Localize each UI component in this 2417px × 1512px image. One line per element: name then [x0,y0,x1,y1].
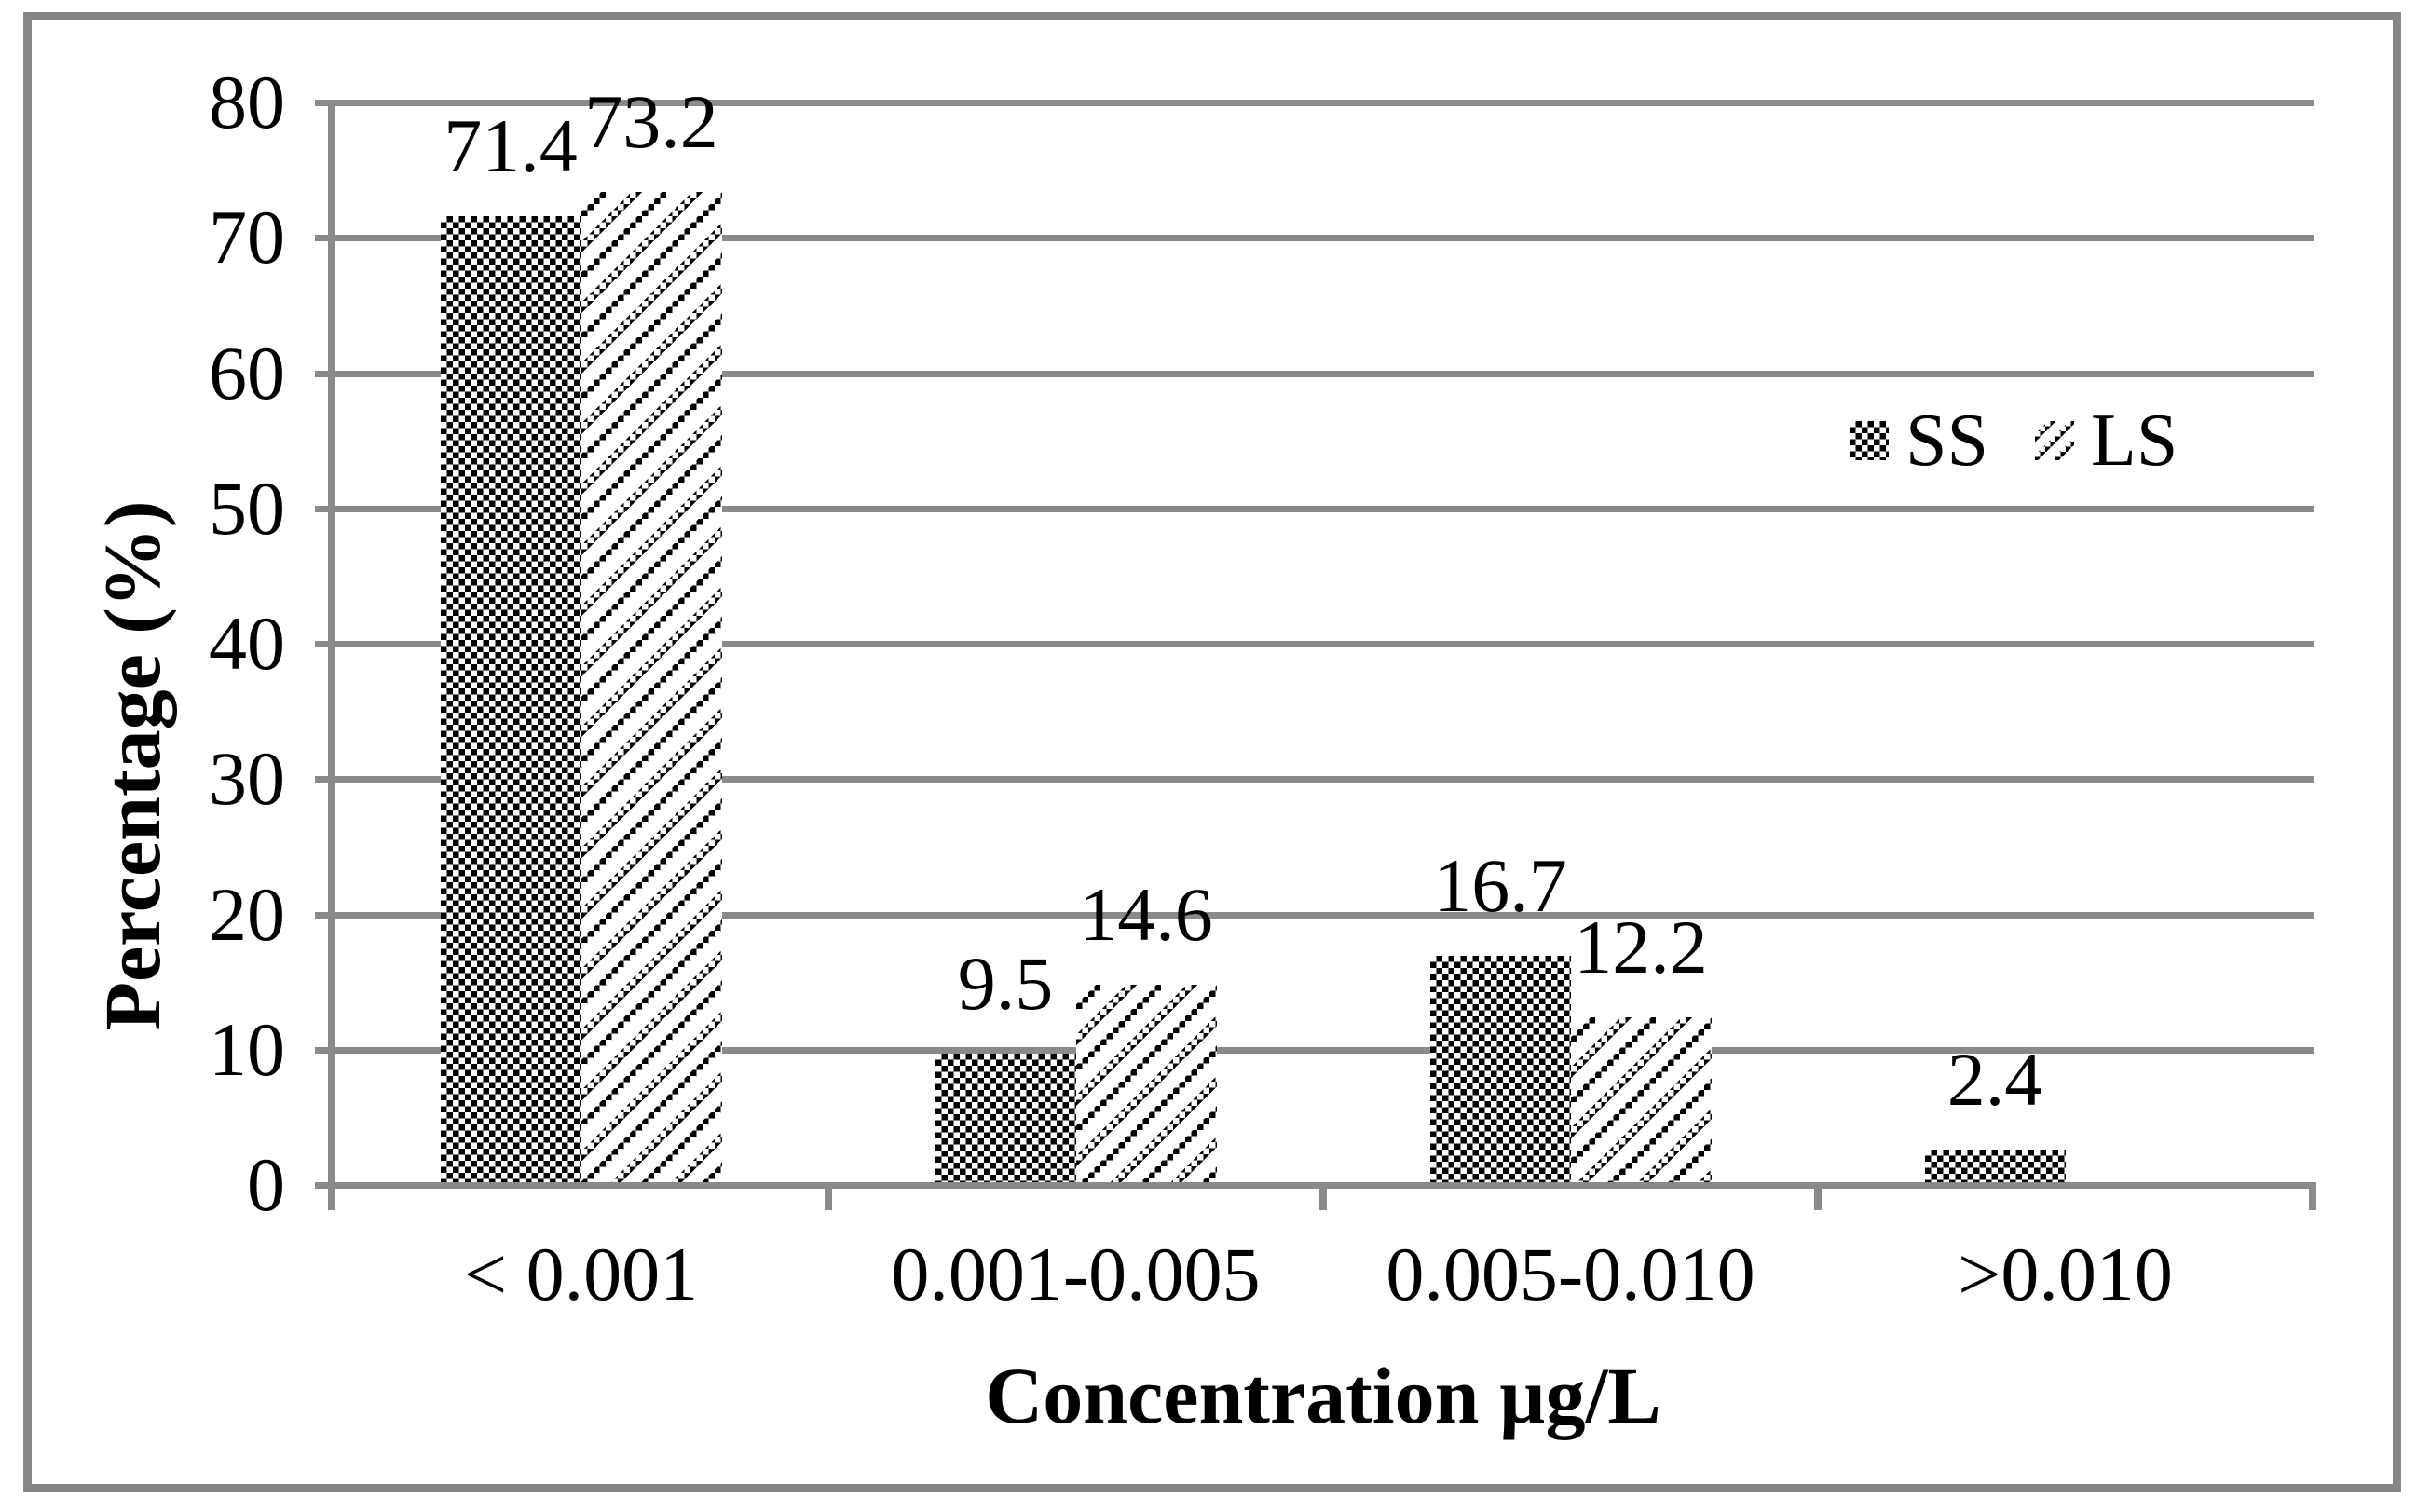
gridline [315,100,2314,106]
y-axis-tick-label: 0 [247,1142,285,1227]
legend-swatch-ss-checkerboard-icon [1850,421,1889,460]
gridline [315,912,2314,919]
legend-label-ls: LS [2090,400,2178,482]
y-axis-tick-label: 70 [209,195,285,279]
y-axis-tick-label: 50 [209,466,285,551]
data-label-ls: 12.2 [1574,905,1708,989]
data-label-ls: 73.2 [584,79,718,164]
y-axis-tick-label: 80 [209,60,285,144]
gridline [315,371,2314,377]
y-axis-tick-label: 30 [209,736,285,821]
x-axis-title: Concentration µg/L [985,1351,1661,1440]
x-axis-tick-mark [1319,1182,1327,1210]
x-axis-line [315,1182,2314,1189]
bar-ls-< 0.001 [581,192,722,1182]
legend-swatch-ls-stripes-icon [2034,421,2074,460]
data-label-ss: 16.7 [1433,843,1567,928]
bar-ls-0.001-0.005 [1076,985,1217,1182]
gridline [315,776,2314,783]
data-label-ls: 14.6 [1079,872,1213,957]
x-axis-tick-mark [1814,1182,1822,1210]
gridline [315,641,2314,647]
y-axis-line [328,100,335,1210]
gridline [315,506,2314,512]
legend-label-ss: SS [1905,400,1988,482]
chart-outer-border [23,12,2401,1492]
x-axis-tick-mark [825,1182,832,1210]
y-axis-tick-label: 10 [209,1007,285,1092]
bar-ss-< 0.001 [441,216,581,1182]
data-label-ss: 9.5 [957,941,1054,1026]
data-label-ss: 71.4 [444,103,578,188]
x-axis-category-label: 0.001-0.005 [891,1232,1261,1316]
legend: SS LS [1850,400,2178,482]
bar-ls-0.005-0.010 [1571,1017,1712,1182]
gridline [315,1047,2314,1054]
y-axis-tick-label: 60 [209,331,285,415]
gridline [315,235,2314,241]
data-label-ss: 2.4 [1946,1037,2043,1122]
y-axis-tick-label: 40 [209,601,285,686]
x-axis-category-label: < 0.001 [463,1232,699,1316]
bar-ss->0.010 [1925,1150,2066,1182]
y-axis-tick-label: 20 [209,872,285,957]
x-axis-tick-mark [2309,1182,2316,1210]
bar-ss-0.001-0.005 [935,1054,1076,1182]
bar-ss-0.005-0.010 [1430,956,1571,1182]
x-axis-category-label: >0.010 [1958,1232,2173,1316]
x-axis-category-label: 0.005-0.010 [1386,1232,1755,1316]
